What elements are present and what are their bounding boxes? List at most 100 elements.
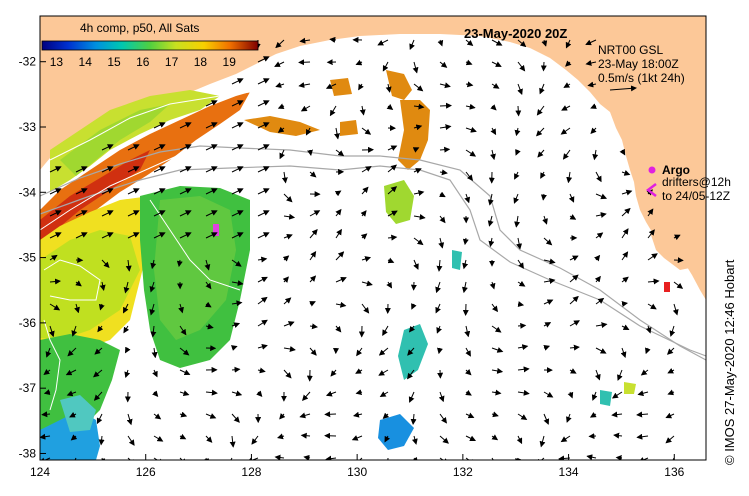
current-vector [487, 193, 494, 206]
current-vector [298, 59, 311, 66]
current-vector [75, 280, 82, 287]
current-vector [543, 299, 554, 305]
drifter-label-1: drifters@12h [662, 175, 731, 189]
current-vector [378, 369, 389, 376]
current-vector [49, 166, 62, 173]
current-vector [153, 166, 166, 173]
current-vector [299, 37, 311, 44]
drifter-label-2: to 24/05-12Z [662, 189, 730, 203]
current-vector [179, 188, 192, 195]
current-vector [40, 433, 51, 440]
current-vector [299, 412, 311, 419]
current-vector [517, 259, 524, 269]
current-vector [410, 413, 417, 425]
current-vector [621, 324, 630, 330]
current-vector [49, 188, 62, 195]
current-vector [461, 281, 468, 294]
current-vector [303, 454, 311, 460]
current-vector [361, 256, 372, 262]
current-vector [257, 343, 268, 350]
current-vector [49, 232, 62, 239]
current-vector [465, 149, 477, 157]
current-vector [560, 435, 571, 443]
current-vector [516, 237, 523, 250]
lat-tick-label: -38 [19, 446, 37, 460]
current-vector [75, 166, 88, 173]
current-vector [283, 346, 296, 352]
current-vector [351, 435, 363, 441]
current-vector [230, 345, 238, 351]
current-vector [97, 325, 104, 333]
current-vector [621, 301, 628, 307]
current-vector [300, 105, 311, 112]
current-vector [75, 188, 88, 195]
current-vector [335, 208, 342, 217]
product-label: NRT00 GSL [598, 43, 663, 57]
current-vector [439, 124, 452, 131]
current-vector [384, 435, 391, 443]
current-vector [353, 411, 363, 418]
current-vector [490, 104, 497, 111]
current-vector [205, 323, 214, 330]
current-vector [203, 457, 210, 460]
current-vector [413, 103, 425, 110]
current-vector [152, 369, 158, 378]
current-vector [667, 367, 675, 374]
current-vector [360, 210, 367, 217]
current-vector [543, 322, 552, 328]
current-vector [491, 434, 499, 441]
current-vector [150, 259, 157, 270]
current-vector [153, 413, 162, 420]
current-vector [491, 411, 499, 418]
current-vector [123, 281, 130, 294]
current-vector [93, 369, 103, 378]
current-vector [408, 391, 415, 403]
current-vector [561, 105, 571, 111]
current-vector [361, 166, 372, 173]
current-vector [309, 347, 317, 356]
current-vector [540, 171, 546, 179]
current-vector [514, 215, 521, 228]
current-vector [99, 281, 106, 291]
current-vector [385, 83, 392, 93]
colorbar-tick-label: 17 [165, 55, 179, 69]
current-vector [283, 369, 292, 379]
current-vector [465, 103, 476, 110]
current-vector [487, 215, 494, 227]
current-vector [439, 435, 449, 444]
current-vector [590, 127, 597, 135]
current-vector [517, 280, 526, 287]
current-vector [153, 210, 166, 217]
current-vector [283, 193, 293, 203]
current-vector [465, 171, 474, 181]
current-vector [98, 303, 105, 311]
current-vector [179, 210, 192, 217]
lon-tick-label: 136 [664, 465, 684, 479]
current-vector [413, 124, 423, 131]
current-vector [386, 103, 394, 111]
current-vector [387, 210, 398, 217]
current-vector [125, 346, 131, 354]
current-vector [231, 366, 241, 373]
current-vector [413, 83, 424, 92]
current-vector [517, 83, 523, 96]
current-vector [231, 210, 244, 217]
current-vector [179, 166, 192, 173]
current-vector [309, 323, 318, 330]
current-vector [515, 105, 522, 117]
current-vector [595, 171, 602, 183]
current-vector [568, 193, 575, 203]
current-vector [462, 259, 469, 270]
current-vector [335, 301, 347, 308]
current-vector [257, 188, 270, 195]
current-vector [566, 413, 572, 423]
current-vector [205, 389, 218, 396]
current-vector [204, 301, 212, 308]
current-vector [204, 259, 211, 271]
current-vector [257, 56, 270, 63]
current-vector [387, 186, 398, 195]
current-vector [153, 457, 165, 460]
current-vector [329, 36, 337, 43]
current-vector [515, 149, 521, 156]
current-vector [305, 127, 312, 136]
